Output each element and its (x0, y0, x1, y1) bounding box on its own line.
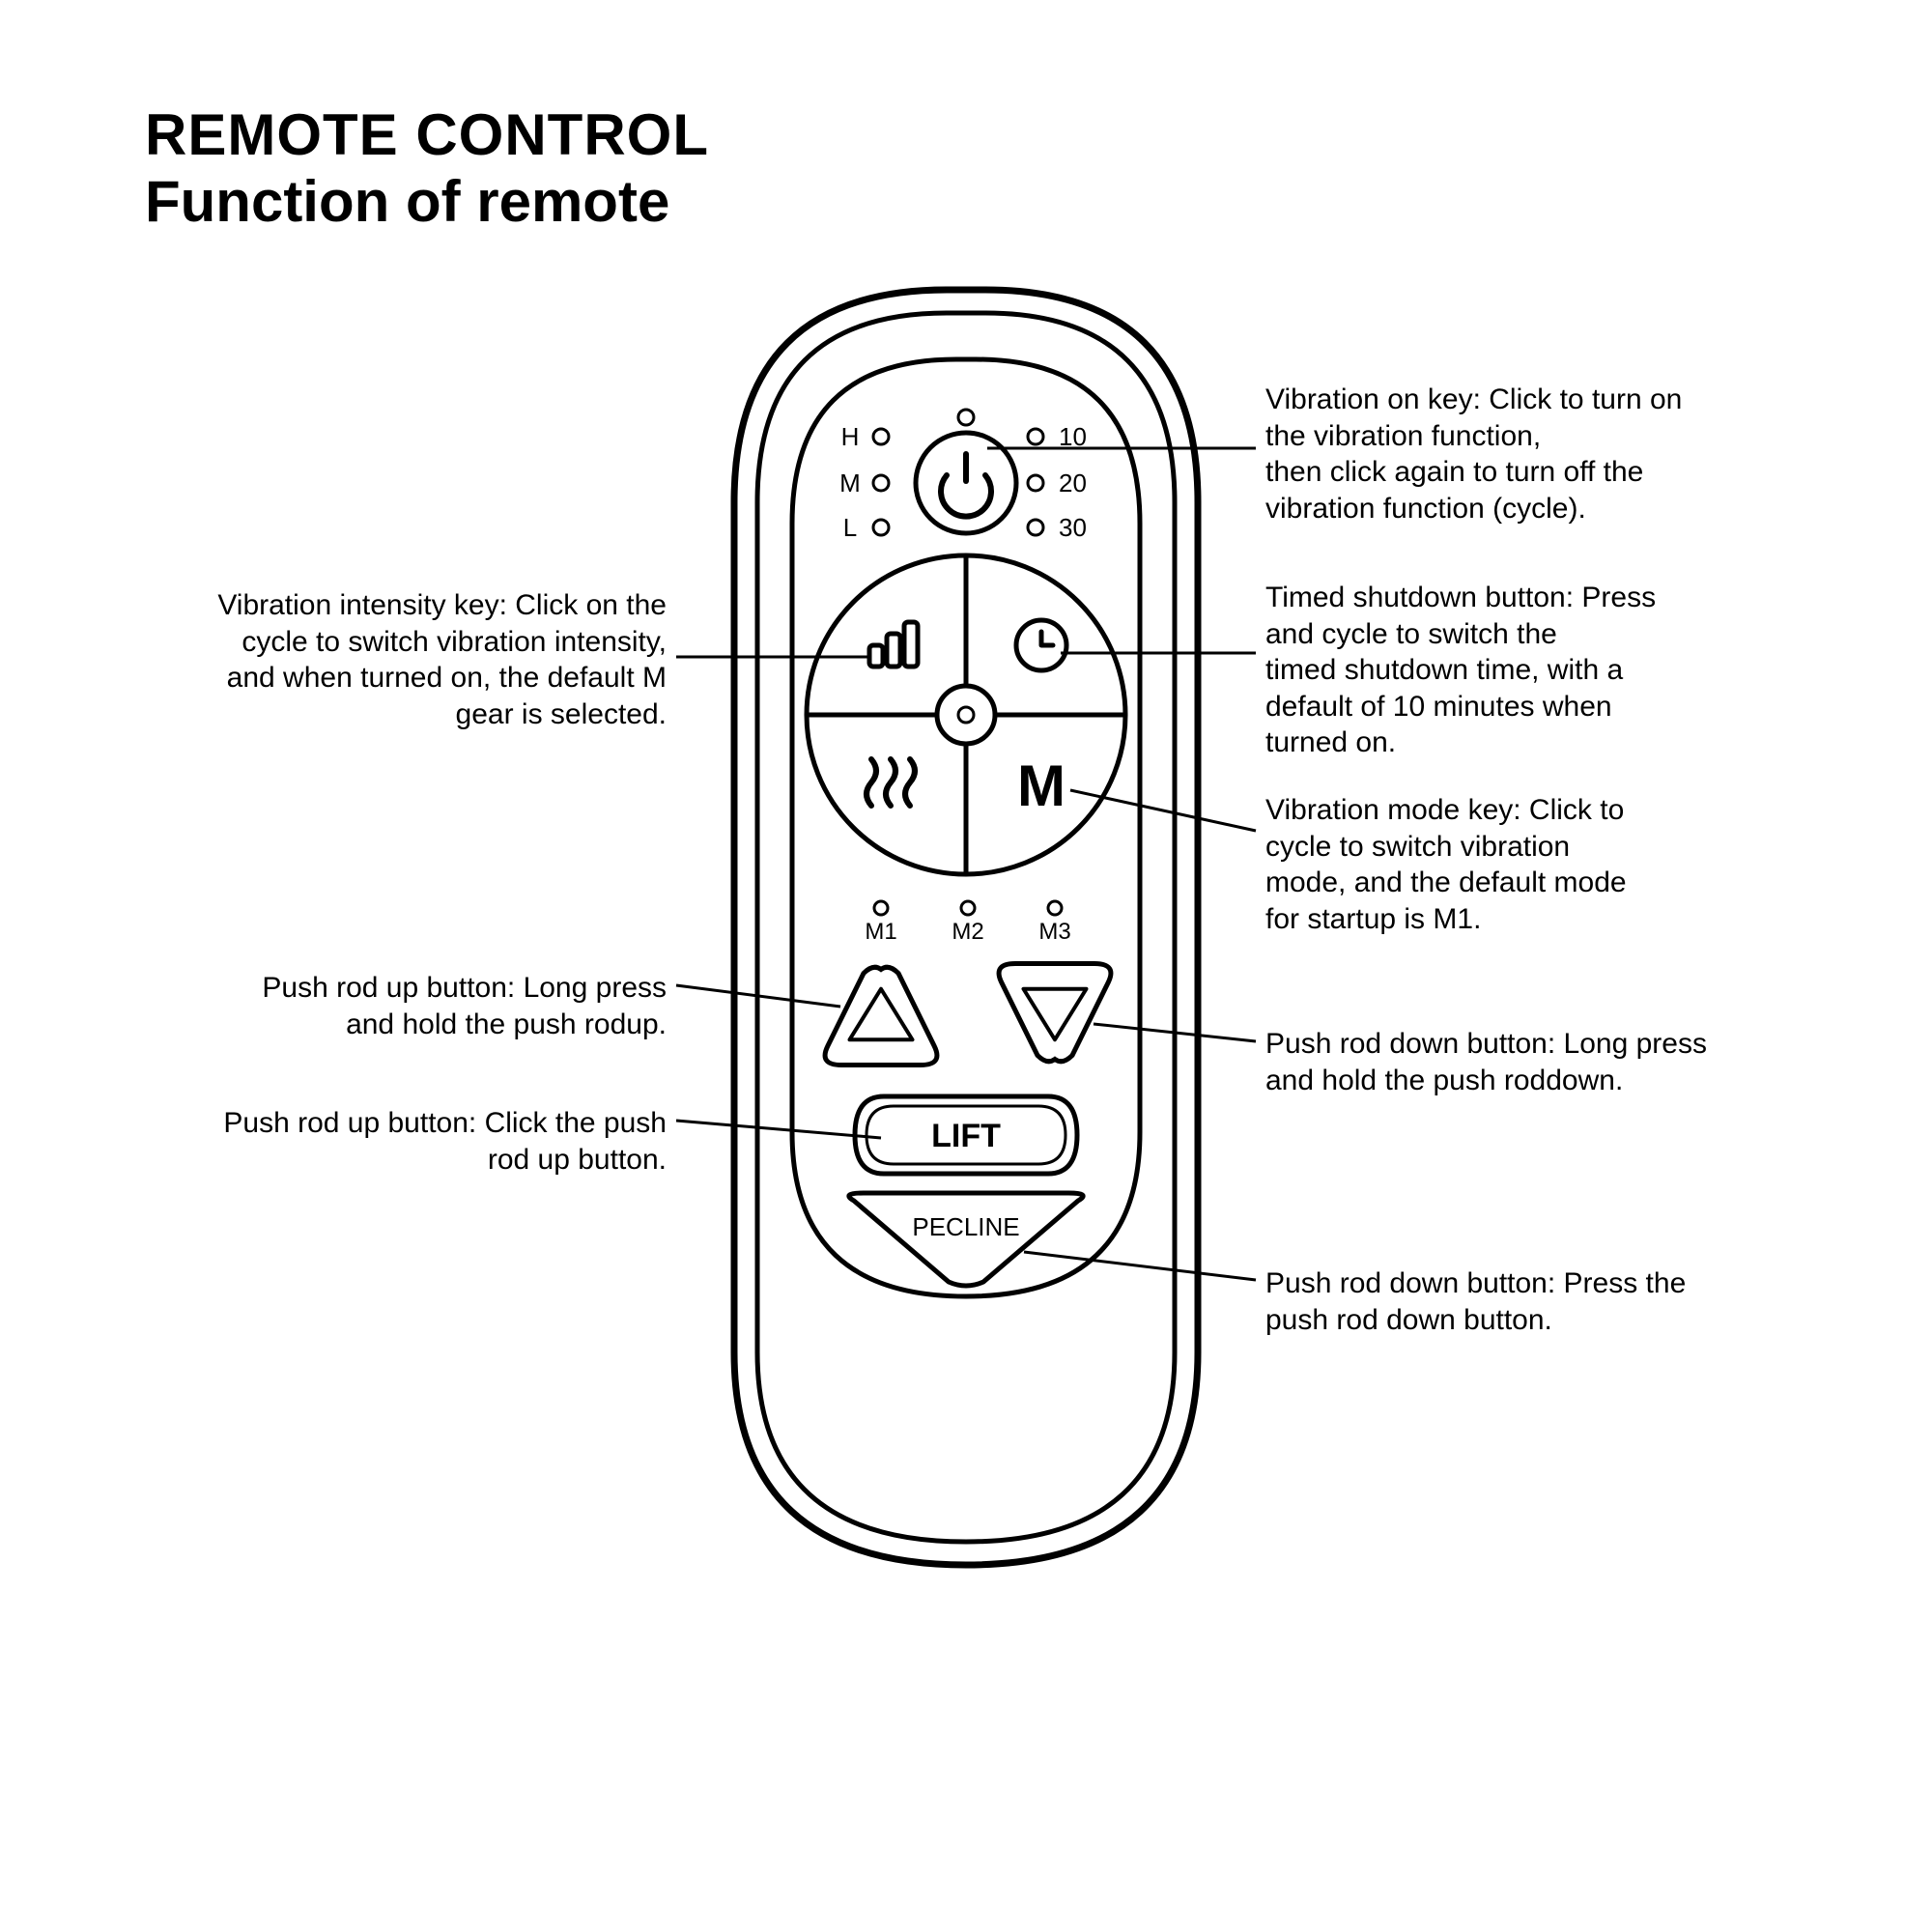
callout-pecline: Push rod down button: Press thepush rod … (1265, 1265, 1686, 1338)
callout-lift: Push rod up button: Click the pushrod up… (114, 1105, 667, 1178)
timer-label: 20 (1059, 469, 1087, 497)
callout-timer: Timed shutdown button: Pressand cycle to… (1265, 580, 1656, 761)
callout-mode: Vibration mode key: Click tocycle to swi… (1265, 792, 1627, 937)
callout-intensity: Vibration intensity key: Click on thecyc… (126, 587, 667, 732)
lift-label: LIFT (931, 1118, 1001, 1154)
mode-indicator-label: M2 (952, 919, 983, 945)
callout-power: Vibration on key: Click to turn onthe vi… (1265, 382, 1682, 526)
mode-indicator-label: M3 (1038, 919, 1070, 945)
timer-label: 30 (1059, 513, 1087, 542)
callout-up_tri: Push rod up button: Long pressand hold t… (155, 970, 667, 1042)
intensity-label: H (841, 422, 860, 451)
intensity-label: M (839, 469, 861, 497)
callout-down_tri: Push rod down button: Long pressand hold… (1265, 1026, 1707, 1098)
pecline-label: PECLINE (912, 1212, 1019, 1241)
intensity-label: L (843, 513, 857, 542)
remote-diagram: HML102030MM1M2M3LIFTPECLINE (0, 0, 1932, 1932)
mode-indicator-label: M1 (865, 919, 896, 945)
